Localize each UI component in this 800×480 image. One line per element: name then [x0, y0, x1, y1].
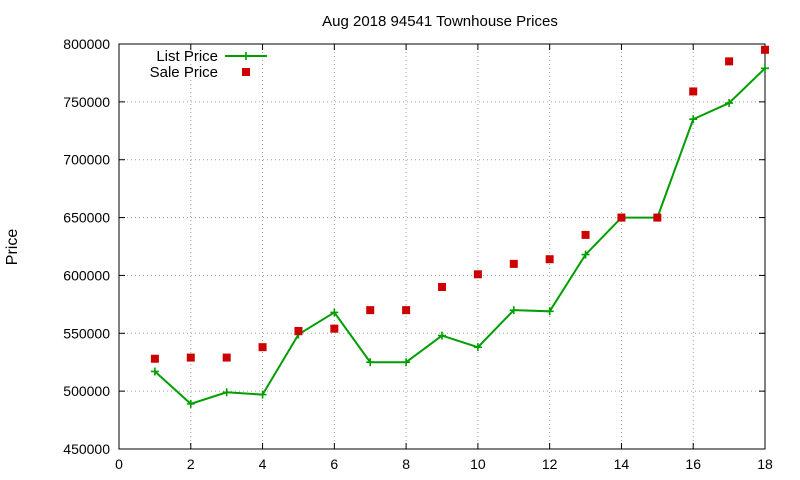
x-tick-label: 6 — [330, 456, 338, 472]
x-tick-label: 16 — [685, 456, 701, 472]
data-point — [186, 399, 195, 408]
data-point — [761, 64, 769, 73]
data-point — [294, 326, 303, 335]
x-tick-label: 8 — [402, 456, 410, 472]
data-point — [186, 353, 195, 362]
data-point — [258, 343, 267, 352]
data-point — [222, 353, 231, 362]
legend-marker — [242, 52, 250, 60]
data-point — [761, 45, 769, 54]
data-point — [330, 308, 339, 317]
data-point — [438, 283, 446, 291]
y-tick-label: 550000 — [63, 325, 110, 341]
legend-swatch — [242, 68, 250, 76]
data-point — [689, 115, 698, 124]
data-point — [402, 306, 411, 315]
data-point — [545, 307, 554, 316]
data-point — [581, 250, 590, 259]
data-point — [438, 331, 446, 340]
data-point — [222, 388, 231, 397]
y-tick-label: 600000 — [63, 267, 110, 283]
data-point — [725, 99, 734, 108]
chart-title: Aug 2018 94541 Townhouse Prices — [322, 13, 558, 30]
series-1 — [150, 64, 769, 408]
data-point — [653, 213, 662, 222]
y-axis-label: Price — [4, 229, 21, 266]
series-line — [154, 67, 766, 406]
data-point — [581, 230, 590, 239]
y-tick-label: 500000 — [63, 383, 110, 399]
x-tick-label: 12 — [542, 456, 558, 472]
legend-label: List Price — [156, 48, 218, 65]
y-tick-label: 450000 — [63, 441, 110, 457]
grid — [119, 44, 765, 449]
data-point — [725, 57, 734, 66]
data-point — [402, 358, 411, 367]
data-point — [617, 213, 626, 222]
data-point — [366, 358, 375, 367]
x-tick-label: 0 — [115, 456, 123, 472]
y-tick-label: 750000 — [63, 94, 110, 110]
data-point — [545, 255, 554, 264]
x-tick-label: 14 — [614, 456, 630, 472]
y-tick-label: 800000 — [63, 36, 110, 52]
data-point — [150, 367, 159, 376]
data-point — [330, 324, 339, 333]
axis-ticks: 0 2 4 6 8 10 12 14 16 18 450000 500000 550000 600000 6… — [63, 36, 773, 472]
x-tick-label: 4 — [259, 456, 267, 472]
x-tick-label: 2 — [187, 456, 195, 472]
series-2 — [150, 45, 769, 363]
y-tick-label: 650000 — [63, 210, 110, 226]
legend-label: Sale Price — [150, 64, 218, 81]
data-point — [473, 343, 482, 352]
series — [150, 45, 769, 408]
data-point — [366, 306, 375, 315]
data-point — [473, 270, 482, 279]
data-point — [509, 306, 518, 315]
data-point — [150, 354, 159, 363]
data-point — [509, 259, 518, 268]
data-point — [689, 87, 698, 96]
x-tick-label: 10 — [470, 456, 486, 472]
plot-frame — [118, 43, 766, 450]
y-tick-label: 700000 — [63, 152, 110, 168]
x-tick-label: 18 — [757, 456, 773, 472]
data-point — [258, 390, 267, 399]
